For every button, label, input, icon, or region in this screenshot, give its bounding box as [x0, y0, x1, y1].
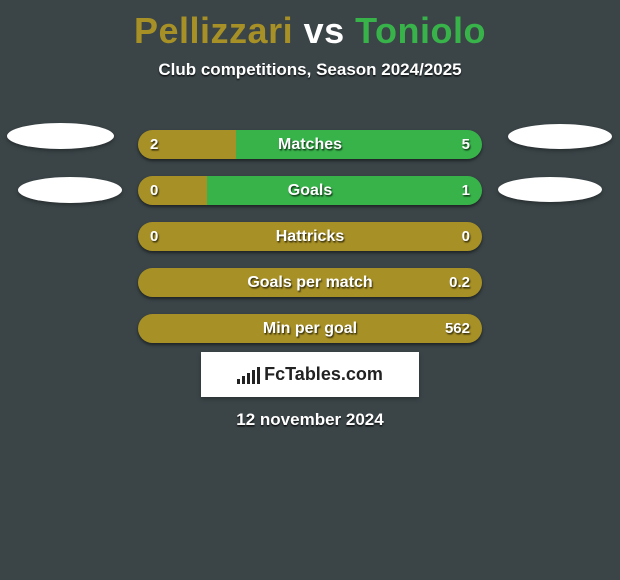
bar-track [138, 314, 482, 343]
date: 12 november 2024 [0, 410, 620, 430]
subtitle: Club competitions, Season 2024/2025 [0, 60, 620, 80]
bar-right [207, 176, 482, 205]
bar-track [138, 222, 482, 251]
bar-left [138, 176, 207, 205]
decorative-ellipse [7, 123, 114, 149]
decorative-ellipse [498, 177, 602, 202]
bar-track [138, 130, 482, 159]
vs-text: vs [304, 10, 345, 51]
logo-text: FcTables.com [264, 364, 383, 385]
page-title: Pellizzari vs Toniolo [0, 0, 620, 52]
stat-row: 562Min per goal [0, 304, 620, 350]
bar-track [138, 268, 482, 297]
value-right: 0 [462, 222, 470, 251]
value-left: 0 [150, 176, 158, 205]
stat-row: 00Hattricks [0, 212, 620, 258]
player2-name: Toniolo [355, 10, 486, 51]
bar-track [138, 176, 482, 205]
value-right: 1 [462, 176, 470, 205]
stats-rows: 25Matches01Goals00Hattricks0.2Goals per … [0, 120, 620, 350]
player1-name: Pellizzari [134, 10, 293, 51]
logo-box: FcTables.com [201, 352, 419, 397]
bar-left [138, 222, 482, 251]
value-right: 0.2 [449, 268, 470, 297]
stat-row: 0.2Goals per match [0, 258, 620, 304]
bar-right [236, 130, 482, 159]
logo-bars-icon [237, 366, 260, 384]
logo: FcTables.com [237, 364, 383, 385]
value-right: 5 [462, 130, 470, 159]
bar-left [138, 268, 482, 297]
decorative-ellipse [18, 177, 122, 203]
value-left: 2 [150, 130, 158, 159]
value-right: 562 [445, 314, 470, 343]
decorative-ellipse [508, 124, 612, 149]
bar-left [138, 314, 482, 343]
value-left: 0 [150, 222, 158, 251]
